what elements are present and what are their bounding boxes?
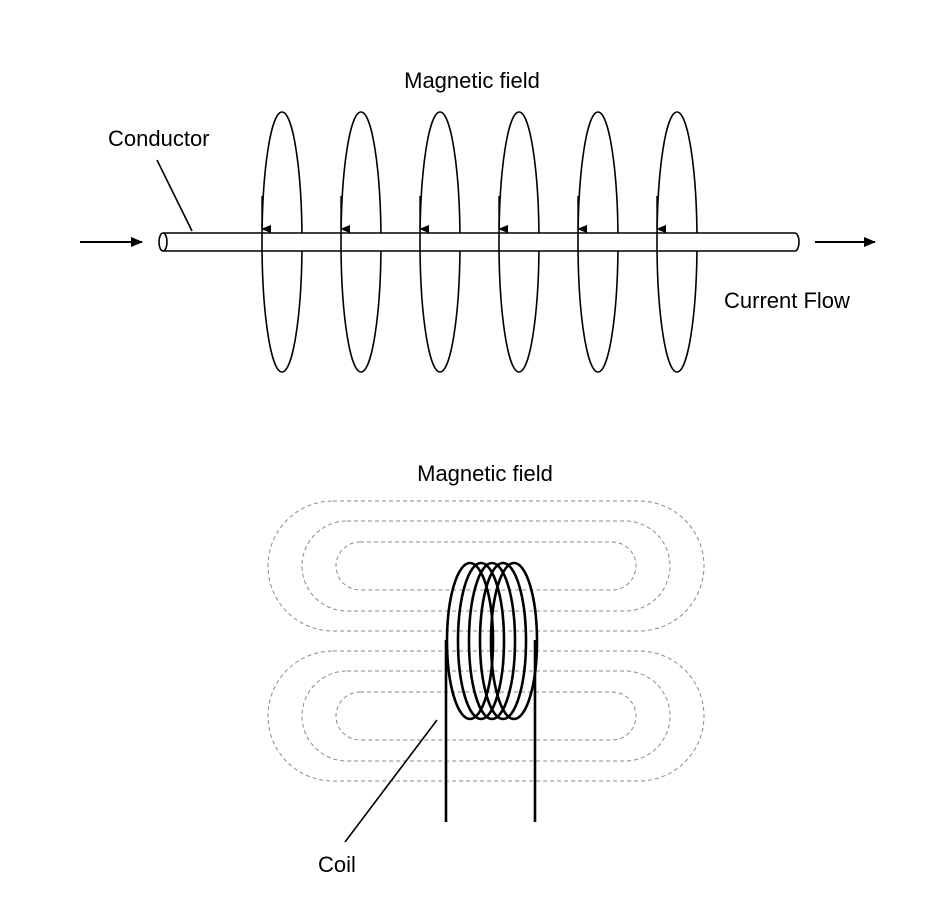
field-loop-front-2 [340,111,362,373]
coil-winding [444,561,539,822]
coil-label: Coil [318,852,356,877]
current-flow-label: Current Flow [724,288,850,313]
coil-turn-5 [489,561,539,721]
coil-panel: Magnetic field Coil [267,461,705,877]
field-lines-upper [267,500,705,632]
coil-turns [445,561,539,721]
straight-conductor-panel: Magnetic field Conductor Current Flow [80,68,876,373]
coil-turn-2 [456,561,506,721]
coil-turn-3 [467,561,517,721]
top-field-title: Magnetic field [404,68,540,93]
field-loop-front-4 [498,111,520,373]
field-loop-front-5 [577,111,599,373]
coil-turn-4 [478,561,528,721]
conductor-leader-line [156,159,193,232]
field-loops-front [261,111,678,373]
bottom-field-title: Magnetic field [417,461,553,486]
coil-leader-line [344,719,438,843]
field-loop-front-6 [656,111,678,373]
field-loop-front-3 [419,111,441,373]
field-loop-front-1 [261,111,283,373]
conductor-label: Conductor [108,126,210,151]
conductor-rod [158,232,800,252]
